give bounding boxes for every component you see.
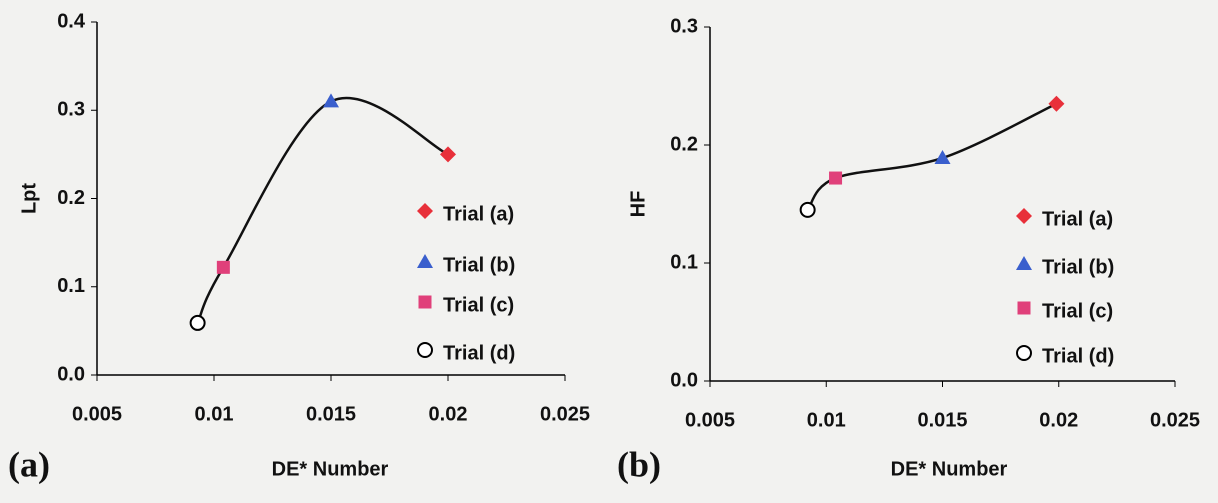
data-point (323, 93, 339, 108)
x-tick-label: 0.025 (1150, 409, 1200, 431)
chart: 0.0 0.1 0.2 0.3 0.4 0.005 0.01 0.015 0.02 0.025 DE… (8, 10, 590, 484)
x-axis-label: DE* Number (891, 458, 1008, 480)
curve (196, 96, 449, 324)
legend-label: Trial (c) (1042, 300, 1113, 322)
y-tick-label: 0.2 (57, 187, 85, 209)
y-axis-label: HF (627, 191, 649, 218)
legend-marker (418, 295, 432, 309)
y-tick-label: 0.1 (670, 251, 698, 273)
legend-label: Trial (c) (443, 294, 514, 316)
x-tick-label: 0.015 (917, 409, 967, 431)
y-axis-label: Lpt (18, 183, 40, 214)
legend-marker (417, 203, 433, 219)
y-tick-label: 0.3 (57, 99, 85, 121)
data-point (189, 314, 206, 331)
legend-marker (1017, 301, 1031, 315)
data-point (1048, 95, 1065, 112)
legend-marker (417, 342, 433, 358)
y-tick-label: 0.1 (57, 275, 85, 297)
panel-label: (b) (617, 444, 661, 484)
x-tick-label: 0.015 (306, 403, 356, 425)
data-point (799, 201, 816, 218)
x-tick-label: 0.02 (429, 403, 468, 425)
x-tick-label: 0.005 (685, 409, 735, 431)
legend-label: Trial (a) (1042, 208, 1113, 230)
data-point (216, 260, 230, 274)
y-tick-label: 0.3 (670, 15, 698, 37)
legend-marker (417, 254, 433, 268)
legend-label: Trial (d) (443, 342, 515, 364)
x-tick-label: 0.01 (807, 409, 846, 431)
legend-marker (1016, 208, 1032, 224)
x-tick-label: 0.02 (1039, 409, 1078, 431)
legend-label: Trial (a) (443, 203, 514, 225)
chart: 0.0 0.1 0.2 0.3 0.005 0.01 0.015 0.02 0.025 DE* N… (617, 15, 1200, 484)
x-tick-label: 0.025 (540, 403, 590, 425)
legend-marker (1016, 256, 1032, 270)
x-tick-label: 0.005 (72, 403, 122, 425)
legend-label: Trial (b) (1042, 256, 1114, 278)
legend-label: Trial (d) (1042, 345, 1114, 367)
y-tick-label: 0.4 (57, 10, 86, 32)
y-tick-label: 0.0 (57, 363, 85, 385)
y-tick-label: 0.0 (670, 369, 698, 391)
legend-label: Trial (b) (443, 254, 515, 276)
x-tick-label: 0.01 (195, 403, 234, 425)
legend-marker (1016, 345, 1032, 361)
data-point (934, 149, 951, 164)
y-tick-label: 0.2 (670, 133, 698, 155)
curve (806, 102, 1057, 211)
panel-label: (a) (8, 444, 50, 484)
data-point (440, 146, 456, 163)
data-point (829, 171, 843, 185)
x-axis-label: DE* Number (272, 458, 389, 480)
